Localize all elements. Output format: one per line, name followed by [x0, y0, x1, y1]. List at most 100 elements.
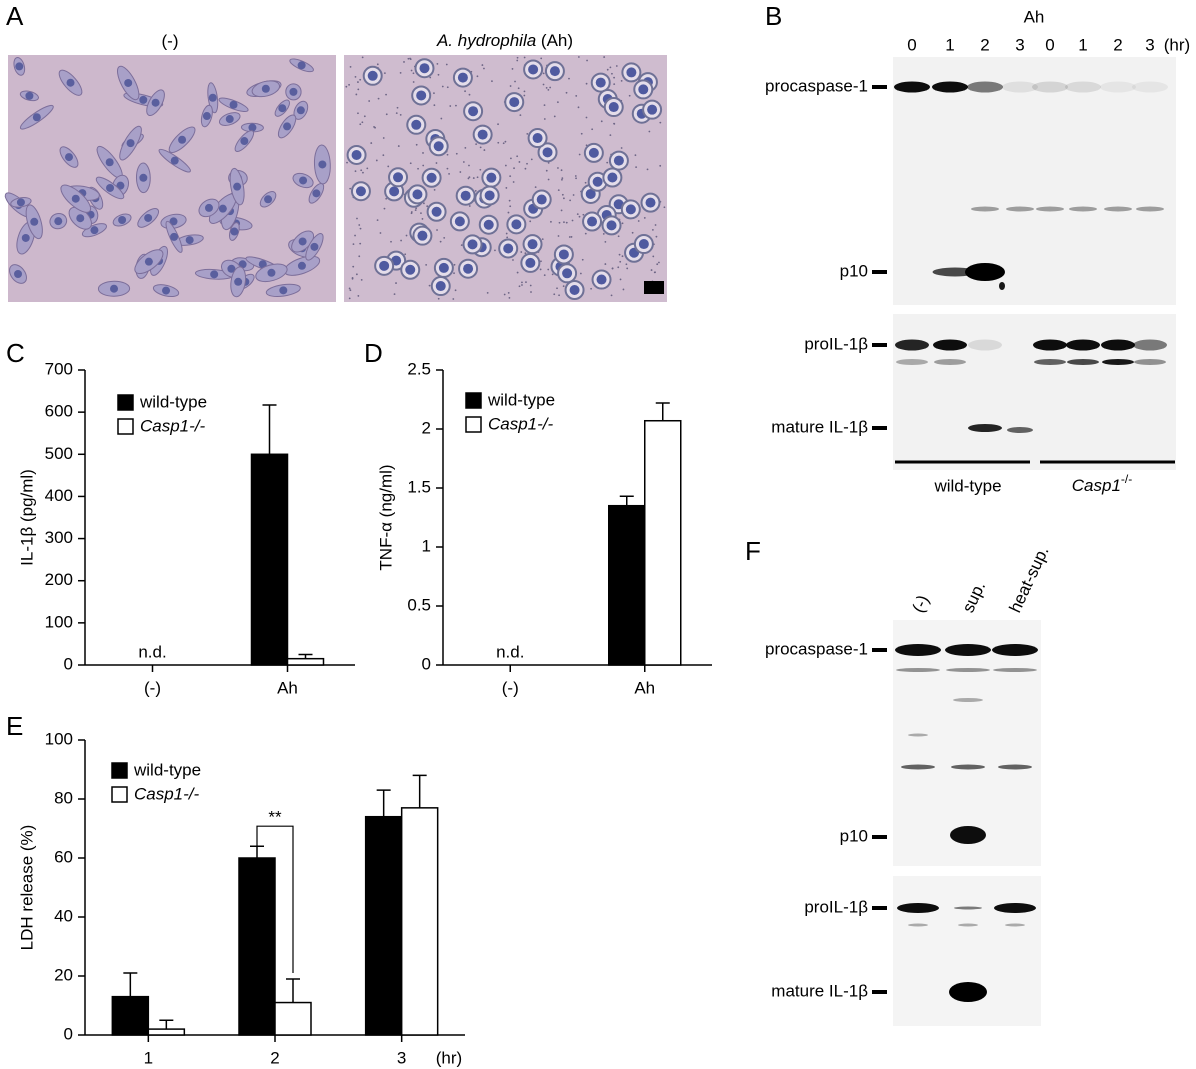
- debris: [357, 88, 360, 91]
- debris: [512, 259, 514, 261]
- legend-label: Casp1-/-: [488, 414, 554, 433]
- debris: [356, 217, 358, 220]
- band-marker: [872, 270, 887, 274]
- nucleus: [393, 172, 404, 183]
- debris: [383, 72, 386, 75]
- nucleus: [405, 264, 416, 275]
- blot-band: [1036, 206, 1064, 212]
- debris: [584, 181, 587, 184]
- nucleus: [170, 156, 179, 165]
- debris: [417, 167, 419, 170]
- debris: [449, 105, 452, 107]
- nucleus: [15, 62, 24, 71]
- nucleus: [297, 261, 306, 270]
- nucleus: [562, 268, 573, 279]
- debris: [382, 154, 385, 157]
- debris: [507, 211, 510, 214]
- nucleus: [16, 198, 25, 207]
- debris: [519, 114, 522, 117]
- debris: [359, 123, 362, 126]
- nucleus: [105, 158, 114, 167]
- debris: [409, 58, 412, 61]
- x-tick-label: Ah: [634, 678, 655, 697]
- debris: [621, 255, 624, 258]
- debris: [600, 120, 603, 123]
- annotation: n.d.: [496, 642, 524, 661]
- debris: [433, 104, 436, 107]
- nucleus: [379, 260, 390, 271]
- nucleus: [144, 213, 153, 222]
- debris: [494, 249, 496, 252]
- debris: [441, 85, 444, 88]
- debris: [436, 62, 439, 65]
- nucleus: [468, 106, 479, 117]
- debris: [618, 253, 621, 256]
- y-tick-label: 2: [422, 418, 431, 437]
- debris: [423, 202, 425, 205]
- debris: [584, 232, 587, 235]
- y-tick-label: 600: [45, 402, 73, 421]
- debris: [348, 287, 351, 290]
- debris: [360, 169, 363, 172]
- legend-swatch: [111, 762, 128, 779]
- debris: [523, 90, 526, 93]
- debris: [556, 287, 558, 290]
- debris: [540, 260, 542, 263]
- nucleus: [596, 274, 607, 285]
- debris: [357, 81, 359, 83]
- debris: [580, 132, 583, 135]
- debris: [415, 143, 418, 146]
- nucleus: [240, 137, 249, 146]
- debris: [540, 57, 543, 60]
- blot-band: [954, 906, 982, 910]
- debris: [577, 56, 580, 58]
- debris: [621, 222, 624, 225]
- nucleus: [54, 217, 63, 226]
- debris: [464, 90, 466, 93]
- y-tick-label: 300: [45, 528, 73, 547]
- debris: [578, 153, 581, 156]
- debris: [497, 141, 500, 144]
- gene: Casp1: [1072, 476, 1121, 495]
- blot: [893, 620, 1041, 866]
- band-marker: [872, 85, 887, 89]
- nucleus: [355, 186, 366, 197]
- nucleus: [525, 257, 536, 268]
- nucleus: [509, 97, 520, 108]
- nucleus: [638, 239, 649, 250]
- debris: [617, 235, 620, 238]
- debris: [385, 93, 387, 96]
- debris: [609, 134, 612, 136]
- species: A. hydrophila: [436, 31, 536, 50]
- nucleus: [297, 61, 306, 70]
- debris: [357, 295, 360, 297]
- nucleus: [162, 286, 171, 295]
- significance-bracket: [256, 825, 294, 973]
- blot-band: [946, 668, 990, 672]
- debris: [446, 167, 449, 170]
- debris: [547, 268, 550, 271]
- band-label: mature IL-1β: [771, 417, 868, 436]
- debris: [615, 65, 618, 67]
- debris: [561, 193, 564, 196]
- nucleus: [90, 226, 99, 235]
- nucleus: [431, 206, 442, 217]
- error-bar: [412, 774, 427, 808]
- y-tick-label: 0: [64, 1024, 73, 1043]
- debris: [516, 271, 519, 274]
- debris: [659, 121, 662, 124]
- nucleus: [438, 262, 449, 273]
- debris: [585, 82, 588, 85]
- debris: [543, 118, 546, 120]
- x-tick-label: (-): [144, 678, 161, 697]
- blot-band: [908, 733, 928, 737]
- nucleus: [638, 84, 649, 95]
- debris: [446, 153, 449, 156]
- lane-label: 3: [1145, 35, 1154, 54]
- band-marker: [872, 906, 887, 910]
- y-tick-label: 1: [422, 536, 431, 555]
- debris: [439, 240, 442, 243]
- debris: [620, 147, 623, 149]
- debris: [445, 63, 448, 66]
- legend-label: Casp1-/-: [140, 416, 206, 435]
